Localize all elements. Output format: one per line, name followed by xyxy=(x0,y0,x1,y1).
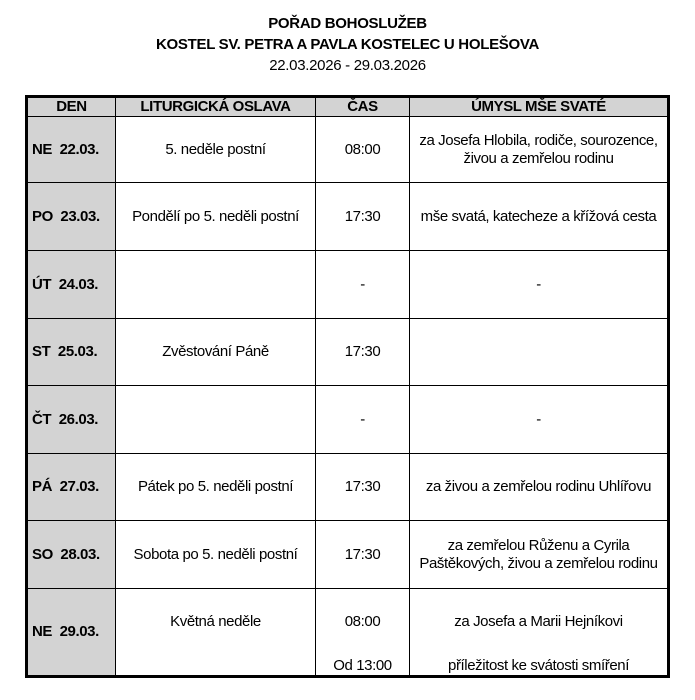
table-row: NE 29.03. Květná neděle 08:00 Od 13:00 z… xyxy=(26,588,669,677)
intention-cell: - xyxy=(409,250,669,319)
time-cell: - xyxy=(315,385,410,454)
table-row: PÁ 27.03. Pátek po 5. neděli postní 17:30 z… xyxy=(26,453,669,521)
celebration-cell: Sobota po 5. neděli postní xyxy=(115,520,316,589)
time-cell: 08:00 Od 13:00 xyxy=(315,588,410,677)
time-1: 08:00 xyxy=(344,613,381,630)
column-header-intention: ÚMYSL MŠE SVATÉ xyxy=(409,96,669,117)
day-cell: ČT 26.03. xyxy=(26,385,116,454)
celebration-cell xyxy=(115,250,316,319)
intention-cell: mše svatá, katecheze a křížová cesta xyxy=(409,182,669,251)
table-header-row: DEN LITURGICKÁ OSLAVA ČAS ÚMYSL MŠE SVAT… xyxy=(26,96,669,117)
celebration-cell: Květná neděle xyxy=(115,588,316,677)
time-cell: 17:30 xyxy=(315,182,410,251)
day-cell: PO 23.03. xyxy=(26,182,116,251)
day-cell: PÁ 27.03. xyxy=(26,453,116,521)
table-row: ST 25.03. Zvěstování Páně 17:30 xyxy=(26,318,669,386)
intention-cell: za živou a zemřelou rodinu Uhlířovu xyxy=(409,453,669,521)
intention-2: příležitost ke svátosti smíření xyxy=(448,657,629,674)
day-cell: ÚT 24.03. xyxy=(26,250,116,319)
intention-cell: za Josefa a Marii Hejníkovi příležitost … xyxy=(409,588,669,677)
column-header-time: ČAS xyxy=(315,96,410,117)
page-title: POŘAD BOHOSLUŽEB xyxy=(268,15,427,32)
table-row: SO 28.03. Sobota po 5. neděli postní 17:30… xyxy=(26,520,669,589)
time-cell: 17:30 xyxy=(315,520,410,589)
time-cell: 17:30 xyxy=(315,453,410,521)
time-cell: 17:30 xyxy=(315,318,410,386)
table-row: ÚT 24.03. - - xyxy=(26,250,669,319)
celebration-cell: Zvěstování Páně xyxy=(115,318,316,386)
time-cell: - xyxy=(315,250,410,319)
column-header-celebration: LITURGICKÁ OSLAVA xyxy=(115,96,316,117)
intention-cell xyxy=(409,318,669,386)
table-row: PO 23.03. Pondělí po 5. neděli postní 17:3… xyxy=(26,182,669,251)
celebration-cell: 5. neděle postní xyxy=(115,116,316,183)
time-2: Od 13:00 xyxy=(333,657,392,674)
intention-1: za Josefa a Marii Hejníkovi xyxy=(454,613,623,630)
table-row: NE 22.03. 5. neděle postní 08:00 za Josefa … xyxy=(26,116,669,183)
day-cell: SO 28.03. xyxy=(26,520,116,589)
celebration-cell: Pátek po 5. neděli postní xyxy=(115,453,316,521)
intention-cell: - xyxy=(409,385,669,454)
day-cell: NE 29.03. xyxy=(26,588,116,677)
celebration-cell xyxy=(115,385,316,454)
day-cell: ST 25.03. xyxy=(26,318,116,386)
intention-cell: za Josefa Hlobila, rodiče, sourozence, ž… xyxy=(409,116,669,183)
schedule-table: DEN LITURGICKÁ OSLAVA ČAS ÚMYSL MŠE SVAT… xyxy=(25,95,670,678)
intention-cell: za zemřelou Růženu a Cyrila Paštěkových,… xyxy=(409,520,669,589)
day-cell: NE 22.03. xyxy=(26,116,116,183)
table-row: ČT 26.03. - - xyxy=(26,385,669,454)
date-range: 22.03.2026 - 29.03.2026 xyxy=(269,57,426,74)
column-header-day: DEN xyxy=(26,96,116,117)
celebration-cell: Pondělí po 5. neděli postní xyxy=(115,182,316,251)
church-name: KOSTEL SV. PETRA A PAVLA KOSTELEC U HOLE… xyxy=(156,36,539,53)
time-cell: 08:00 xyxy=(315,116,410,183)
